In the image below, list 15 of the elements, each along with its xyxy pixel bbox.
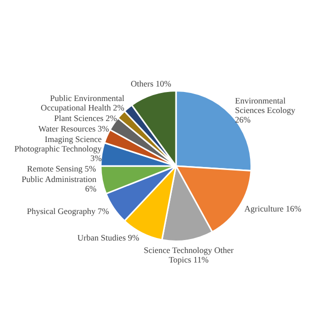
slice-label: Physical Geography 7%: [26, 206, 110, 216]
slice-label: Science Technology Other Topics 11%: [144, 244, 234, 264]
slice-label: Remote Sensing 5%: [27, 164, 96, 174]
slice-label: Public Administration: [22, 174, 98, 184]
slice-label: Public Environmental Occupational Health 2%: [40, 93, 125, 113]
data-label: 26%: [235, 114, 251, 124]
data-label: 3%: [90, 153, 102, 164]
slice-label: Water Resources 3%: [38, 124, 110, 134]
slice-label: Plant Sciences 2%: [54, 113, 117, 124]
slice-label: Imaging Science Photographic Technology: [14, 134, 102, 154]
slice-label: Others 10%: [130, 78, 172, 88]
slice-label: Urban Studies 9%: [77, 232, 140, 242]
slice-label: Agriculture 16%: [244, 204, 302, 214]
data-label: 6%: [85, 184, 96, 194]
slice-label: Environmental Sciences Ecology: [235, 95, 296, 115]
